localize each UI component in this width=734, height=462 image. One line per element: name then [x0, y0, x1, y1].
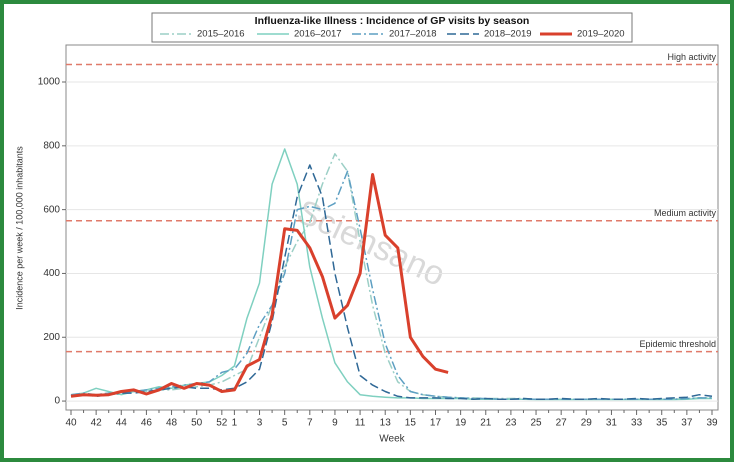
legend-label: 2016–2017: [294, 29, 342, 40]
reference-label: High activity: [667, 52, 716, 62]
x-tick-label: 35: [656, 418, 668, 429]
x-tick-label: 27: [556, 418, 568, 429]
y-tick-label: 400: [43, 268, 60, 279]
x-tick-label: 42: [91, 418, 103, 429]
x-tick-label: 13: [380, 418, 392, 429]
x-tick-label: 5: [282, 418, 288, 429]
x-tick-label: 37: [681, 418, 693, 429]
x-tick-label: 46: [141, 418, 153, 429]
x-tick-label: 23: [505, 418, 517, 429]
x-tick-label: 11: [355, 418, 366, 429]
x-tick-label: 40: [65, 418, 77, 429]
y-tick-label: 600: [43, 204, 60, 215]
x-tick-label: 3: [257, 418, 263, 429]
reference-label: Epidemic threshold: [639, 339, 716, 349]
plot-frame: [65, 44, 719, 411]
x-tick-label: 15: [405, 418, 417, 429]
x-tick-label: 7: [307, 418, 313, 429]
chart-title: Influenza-like Illness : Incidence of GP…: [255, 15, 530, 27]
x-tick-label: 50: [191, 418, 203, 429]
legend-box: [151, 12, 633, 43]
legend-label: 2019–2020: [577, 29, 625, 40]
y-tick-label: 0: [54, 396, 60, 407]
legend-label: 2018–2019: [484, 29, 532, 40]
reference-label: Medium activity: [654, 208, 717, 218]
background: [4, 4, 730, 458]
x-tick-label: 17: [430, 418, 442, 429]
x-tick-label: 33: [631, 418, 643, 429]
x-tick-label: 21: [480, 418, 492, 429]
y-tick-label: 200: [43, 332, 60, 343]
y-axis-label: Incidence per week / 100,000 inhabitants: [14, 146, 24, 310]
x-axis-label: Week: [379, 434, 405, 445]
y-tick-label: 800: [43, 140, 60, 151]
legend-label: 2015–2016: [197, 29, 245, 40]
x-tick-label: 29: [581, 418, 593, 429]
x-tick-label: 39: [706, 418, 718, 429]
x-tick-label: 31: [606, 418, 618, 429]
x-tick-label: 1: [232, 418, 238, 429]
x-tick-label: 52: [216, 418, 228, 429]
x-tick-label: 19: [455, 418, 467, 429]
x-tick-label: 44: [116, 418, 128, 429]
legend-label: 2017–2018: [389, 29, 437, 40]
x-tick-label: 9: [332, 418, 338, 429]
y-tick-label: 1000: [38, 77, 61, 88]
series-line: [70, 173, 449, 398]
x-tick-label: 48: [166, 418, 178, 429]
x-tick-label: 25: [530, 418, 542, 429]
